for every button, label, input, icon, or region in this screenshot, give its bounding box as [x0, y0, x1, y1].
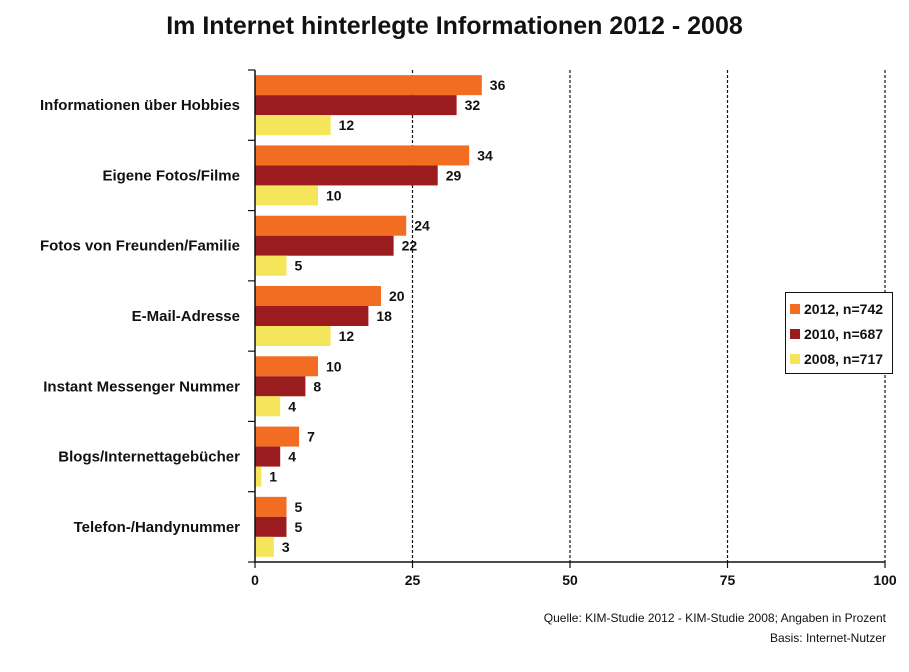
legend-label-2010: 2010, n=687 [804, 325, 884, 342]
category-label-1: Eigene Fotos/Filme [102, 167, 240, 184]
bar-0-0 [255, 75, 482, 96]
x-tick-label-0: 0 [251, 572, 259, 588]
value-label-4-1: 8 [313, 378, 321, 394]
value-label-5-1: 4 [288, 449, 296, 465]
source-text: Quelle: KIM-Studie 2012 - KIM-Studie 200… [543, 611, 886, 625]
category-label-5: Blogs/Internettagebücher [58, 449, 240, 466]
bar-4-1 [255, 376, 306, 397]
x-tick-label-100: 100 [873, 572, 897, 588]
bar-5-1 [255, 446, 281, 467]
value-label-4-2: 4 [288, 398, 296, 414]
bar-6-2 [255, 536, 274, 557]
basis-text: Basis: Internet-Nutzer [769, 631, 886, 645]
x-tick-label-50: 50 [562, 572, 578, 588]
bar-0-1 [255, 95, 457, 116]
category-label-6: Telefon-/Handynummer [74, 519, 241, 536]
value-label-0-2: 12 [339, 117, 355, 133]
legend-item-2012: 2012, n=742 [790, 296, 892, 321]
value-label-3-1: 18 [376, 308, 392, 324]
legend-swatch-2012 [790, 303, 800, 314]
bar-4-0 [255, 356, 318, 377]
bar-2-2 [255, 255, 287, 276]
value-label-1-1: 29 [446, 167, 462, 183]
bar-3-2 [255, 326, 331, 346]
category-label-3: E-Mail-Adresse [132, 308, 240, 325]
legend-label-2012: 2012, n=742 [804, 300, 884, 317]
value-label-3-0: 20 [389, 288, 405, 304]
value-label-1-2: 10 [326, 187, 342, 203]
value-label-2-2: 5 [295, 258, 303, 274]
bar-1-0 [255, 145, 470, 166]
bar-4-2 [255, 396, 281, 417]
bar-1-2 [255, 185, 318, 206]
bar-3-1 [255, 306, 369, 326]
bar-6-1 [255, 516, 287, 537]
value-label-5-2: 1 [269, 469, 277, 485]
legend: 2012, n=742 2010, n=687 2008, n=717 [785, 292, 893, 374]
x-tick-label-25: 25 [405, 572, 421, 588]
legend-item-2008: 2008, n=717 [790, 346, 892, 371]
value-label-4-0: 10 [326, 358, 342, 374]
bar-2-1 [255, 235, 394, 256]
bar-5-0 [255, 426, 300, 447]
value-label-0-1: 32 [465, 97, 481, 113]
bar-3-0 [255, 286, 381, 306]
category-label-4: Instant Messenger Nummer [43, 378, 240, 395]
value-label-0-0: 36 [490, 77, 506, 93]
value-label-5-0: 7 [307, 429, 315, 445]
legend-label-2008: 2008, n=717 [804, 350, 884, 367]
source-note: Quelle: KIM-Studie 2012 - KIM-Studie 200… [544, 608, 886, 648]
bar-0-2 [255, 115, 331, 136]
legend-swatch-2008 [790, 353, 800, 364]
chart-title: Im Internet hinterlegte Informationen 20… [166, 12, 743, 40]
x-tick-label-75: 75 [720, 572, 736, 588]
legend-item-2010: 2010, n=687 [790, 321, 892, 346]
bar-5-2 [255, 466, 262, 487]
value-label-6-0: 5 [295, 499, 303, 515]
value-label-2-0: 24 [414, 218, 430, 234]
bar-2-0 [255, 215, 407, 236]
bar-1-1 [255, 165, 438, 186]
value-label-6-2: 3 [282, 539, 290, 555]
bar-6-0 [255, 496, 287, 517]
value-label-2-1: 22 [402, 238, 418, 254]
value-label-6-1: 5 [295, 519, 303, 535]
value-label-1-0: 34 [477, 147, 493, 163]
legend-swatch-2010 [790, 328, 800, 339]
value-label-3-2: 12 [339, 328, 355, 344]
category-label-0: Informationen über Hobbies [40, 97, 240, 114]
category-label-2: Fotos von Freunden/Familie [40, 238, 240, 255]
